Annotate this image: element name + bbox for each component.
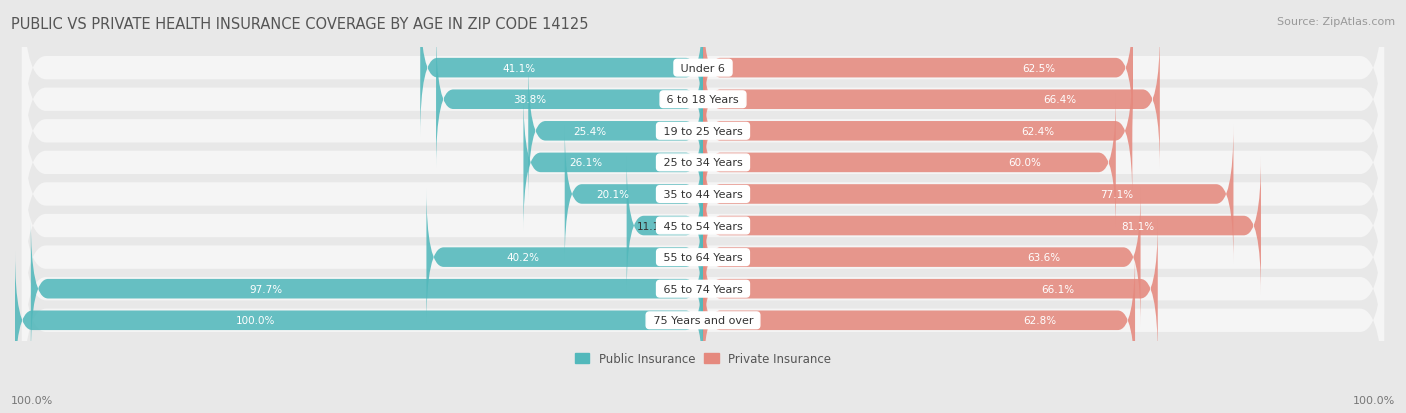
Text: 6 to 18 Years: 6 to 18 Years <box>664 95 742 105</box>
FancyBboxPatch shape <box>703 252 1135 389</box>
Text: 77.1%: 77.1% <box>1099 190 1133 199</box>
Text: 11.1%: 11.1% <box>637 221 669 231</box>
Text: 75 Years and over: 75 Years and over <box>650 316 756 325</box>
FancyBboxPatch shape <box>436 31 703 169</box>
Text: 25 to 34 Years: 25 to 34 Years <box>659 158 747 168</box>
FancyBboxPatch shape <box>22 1 1384 199</box>
FancyBboxPatch shape <box>703 0 1133 138</box>
Text: Source: ZipAtlas.com: Source: ZipAtlas.com <box>1277 17 1395 26</box>
Text: 62.8%: 62.8% <box>1024 316 1056 325</box>
FancyBboxPatch shape <box>31 220 703 358</box>
FancyBboxPatch shape <box>703 220 1157 358</box>
Text: 20.1%: 20.1% <box>596 190 630 199</box>
Text: 65 to 74 Years: 65 to 74 Years <box>659 284 747 294</box>
Legend: Public Insurance, Private Insurance: Public Insurance, Private Insurance <box>571 348 835 370</box>
FancyBboxPatch shape <box>703 126 1233 263</box>
FancyBboxPatch shape <box>426 188 703 327</box>
FancyBboxPatch shape <box>703 31 1160 169</box>
Text: 19 to 25 Years: 19 to 25 Years <box>659 126 747 136</box>
Text: 62.4%: 62.4% <box>1021 126 1054 136</box>
FancyBboxPatch shape <box>703 188 1140 327</box>
Text: 63.6%: 63.6% <box>1028 252 1062 263</box>
FancyBboxPatch shape <box>627 157 703 295</box>
Text: 66.4%: 66.4% <box>1043 95 1076 105</box>
Text: Under 6: Under 6 <box>678 64 728 74</box>
Text: 60.0%: 60.0% <box>1008 158 1042 168</box>
Text: 25.4%: 25.4% <box>572 126 606 136</box>
FancyBboxPatch shape <box>420 0 703 138</box>
Text: 81.1%: 81.1% <box>1122 221 1154 231</box>
Text: 100.0%: 100.0% <box>11 395 53 405</box>
FancyBboxPatch shape <box>22 96 1384 293</box>
FancyBboxPatch shape <box>22 64 1384 261</box>
FancyBboxPatch shape <box>565 126 703 263</box>
FancyBboxPatch shape <box>22 127 1384 325</box>
FancyBboxPatch shape <box>22 190 1384 388</box>
Text: 100.0%: 100.0% <box>1353 395 1395 405</box>
FancyBboxPatch shape <box>22 33 1384 230</box>
Text: 100.0%: 100.0% <box>236 316 276 325</box>
Text: 55 to 64 Years: 55 to 64 Years <box>659 252 747 263</box>
Text: 45 to 54 Years: 45 to 54 Years <box>659 221 747 231</box>
FancyBboxPatch shape <box>22 0 1384 167</box>
FancyBboxPatch shape <box>703 62 1132 200</box>
Text: 40.2%: 40.2% <box>506 252 540 263</box>
FancyBboxPatch shape <box>523 94 703 232</box>
Text: 35 to 44 Years: 35 to 44 Years <box>659 190 747 199</box>
FancyBboxPatch shape <box>15 252 703 389</box>
Text: 26.1%: 26.1% <box>569 158 603 168</box>
Text: 41.1%: 41.1% <box>502 64 536 74</box>
Text: 62.5%: 62.5% <box>1022 64 1054 74</box>
FancyBboxPatch shape <box>529 62 703 200</box>
Text: 97.7%: 97.7% <box>249 284 283 294</box>
FancyBboxPatch shape <box>22 159 1384 356</box>
FancyBboxPatch shape <box>22 222 1384 413</box>
Text: 38.8%: 38.8% <box>513 95 546 105</box>
FancyBboxPatch shape <box>703 157 1261 295</box>
Text: PUBLIC VS PRIVATE HEALTH INSURANCE COVERAGE BY AGE IN ZIP CODE 14125: PUBLIC VS PRIVATE HEALTH INSURANCE COVER… <box>11 17 589 31</box>
FancyBboxPatch shape <box>703 94 1116 232</box>
Text: 66.1%: 66.1% <box>1042 284 1074 294</box>
